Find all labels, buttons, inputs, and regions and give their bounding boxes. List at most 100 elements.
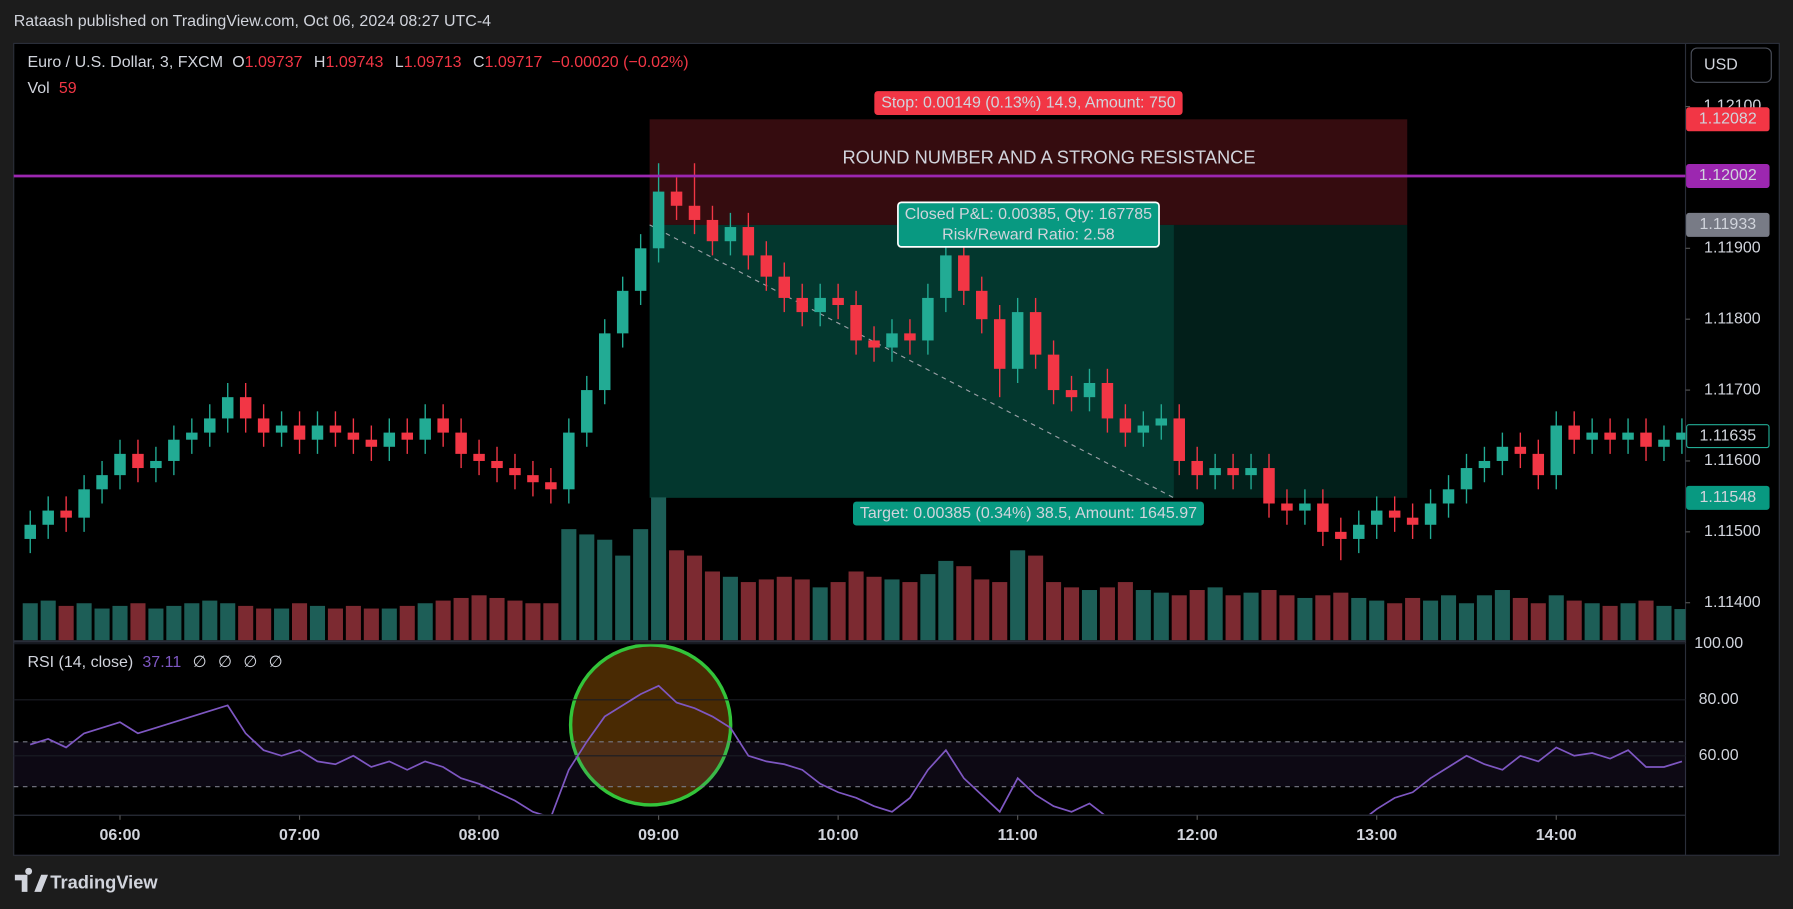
candle-body [293, 425, 306, 440]
symbol: Euro / U.S. Dollar, 3, FXCM [27, 54, 223, 71]
volume-bar [238, 605, 254, 641]
volume-bar [543, 603, 559, 641]
rsi-empty-mark: ∅ [269, 654, 283, 671]
candle-body [186, 432, 198, 440]
rsi-empty-mark: ∅ [193, 654, 207, 671]
candle-body [958, 255, 970, 291]
volume-bar [399, 605, 415, 641]
volume-bar [1189, 590, 1205, 641]
price-pane [22, 119, 1686, 641]
candle-body [850, 305, 862, 341]
candle-body [257, 418, 270, 433]
symbol-legend: Euro / U.S. Dollar, 3, FXCM O1.09737 H1.09… [27, 54, 688, 71]
candle-body [993, 319, 1006, 369]
volume-bar [220, 603, 236, 641]
candle-body [1370, 510, 1383, 525]
candle-body [1335, 531, 1347, 539]
volume-bar [1638, 600, 1654, 641]
rsi-legend: RSI (14, close) 37.11 ∅ ∅ ∅ ∅ [27, 654, 282, 671]
stop-label: Stop: 0.00149 (0.13%) 14.9, Amount: 750 [881, 95, 1176, 112]
candle-body [1676, 432, 1686, 440]
volume-bar [1081, 590, 1098, 641]
volume-bar [525, 603, 541, 641]
y-tick-label: 1.11400 [1704, 594, 1761, 611]
ohlc-key: H [314, 54, 326, 71]
x-tick-label: 10:00 [818, 827, 859, 844]
candle-body [1388, 510, 1401, 518]
candle-body [311, 425, 324, 440]
target-label: Target: 0.00385 (0.34%) 38.5, Amount: 16… [860, 505, 1197, 522]
rsi-title: RSI (14, close) [27, 654, 133, 671]
x-tick-label: 08:00 [459, 827, 500, 844]
volume-bar [130, 603, 146, 641]
candle-body [724, 227, 737, 242]
volume-bar [112, 605, 128, 641]
price-tag-label: 1.11548 [1699, 489, 1756, 506]
candle-body [275, 425, 288, 433]
volume-bar [58, 605, 74, 641]
volume-bar [1494, 590, 1510, 641]
volume-bar [722, 576, 738, 641]
volume-bar [291, 603, 308, 641]
volume-bar [256, 608, 272, 641]
volume-bar [794, 579, 810, 641]
rsi-empty-mark: ∅ [243, 654, 257, 671]
volume-bar [1063, 587, 1080, 641]
x-tick-label: 07:00 [279, 827, 320, 844]
brand-icon [14, 867, 49, 892]
volume-bar [363, 608, 379, 641]
volume-bar [866, 576, 882, 641]
volume-bar [992, 582, 1008, 641]
rsi-tick-label: 80.00 [1699, 691, 1739, 708]
currency[interactable]: USD [1704, 56, 1738, 73]
price-tag [1686, 163, 1770, 189]
volume-bar [1351, 597, 1367, 641]
volume-bar [1548, 595, 1564, 641]
volume-bar [848, 571, 864, 641]
volume-bar [1046, 582, 1062, 641]
rsi-tick-label: 100.00 [1694, 635, 1743, 652]
candle-body [1155, 418, 1168, 426]
currency-box[interactable] [1690, 47, 1772, 83]
price-tag-label: 1.12082 [1699, 111, 1757, 128]
volume-bar [417, 603, 433, 641]
candle-body [1101, 382, 1114, 419]
price-tag [1686, 485, 1770, 510]
candle-body [204, 418, 216, 433]
volume-bar [1153, 592, 1169, 641]
candle-body [1424, 503, 1437, 525]
rsi-value: 37.11 [142, 654, 181, 671]
candle-body [1047, 354, 1060, 391]
candle-body [868, 340, 880, 348]
volume-bar [1656, 605, 1672, 641]
change: −0.00020 (−0.02%) [552, 54, 689, 71]
volume-bar [597, 539, 613, 641]
volume-bar [615, 555, 631, 641]
volume-bar [1566, 600, 1582, 641]
volume-bar [1620, 603, 1636, 641]
volume-bar [884, 579, 900, 641]
candle-body [1353, 524, 1365, 539]
volume-bar [435, 600, 451, 641]
rsi-empty-mark: ∅ [218, 654, 232, 671]
volume-title: Vol [27, 80, 49, 97]
x-tick-label: 09:00 [638, 827, 679, 844]
candle-body [976, 290, 988, 320]
volume-bar [202, 600, 218, 641]
y-tick-label: 1.11600 [1704, 452, 1761, 469]
price-tag-label: 1.11933 [1699, 216, 1756, 233]
candle-body [904, 333, 916, 341]
x-tick-label: 11:00 [998, 827, 1038, 844]
candle-body [1209, 468, 1221, 476]
candle-body [455, 432, 467, 454]
volume-bar [1261, 590, 1277, 641]
volume-bar [345, 605, 361, 641]
volume-bar [686, 555, 703, 641]
candle-body [1119, 418, 1132, 433]
ohlc-value: 1.09737 [245, 54, 303, 71]
trade-path [649, 224, 1175, 499]
volume-bar [956, 566, 972, 641]
x-tick-label: 14:00 [1536, 827, 1577, 844]
volume-bar [94, 608, 110, 641]
ohlc-value: 1.09713 [404, 54, 462, 71]
